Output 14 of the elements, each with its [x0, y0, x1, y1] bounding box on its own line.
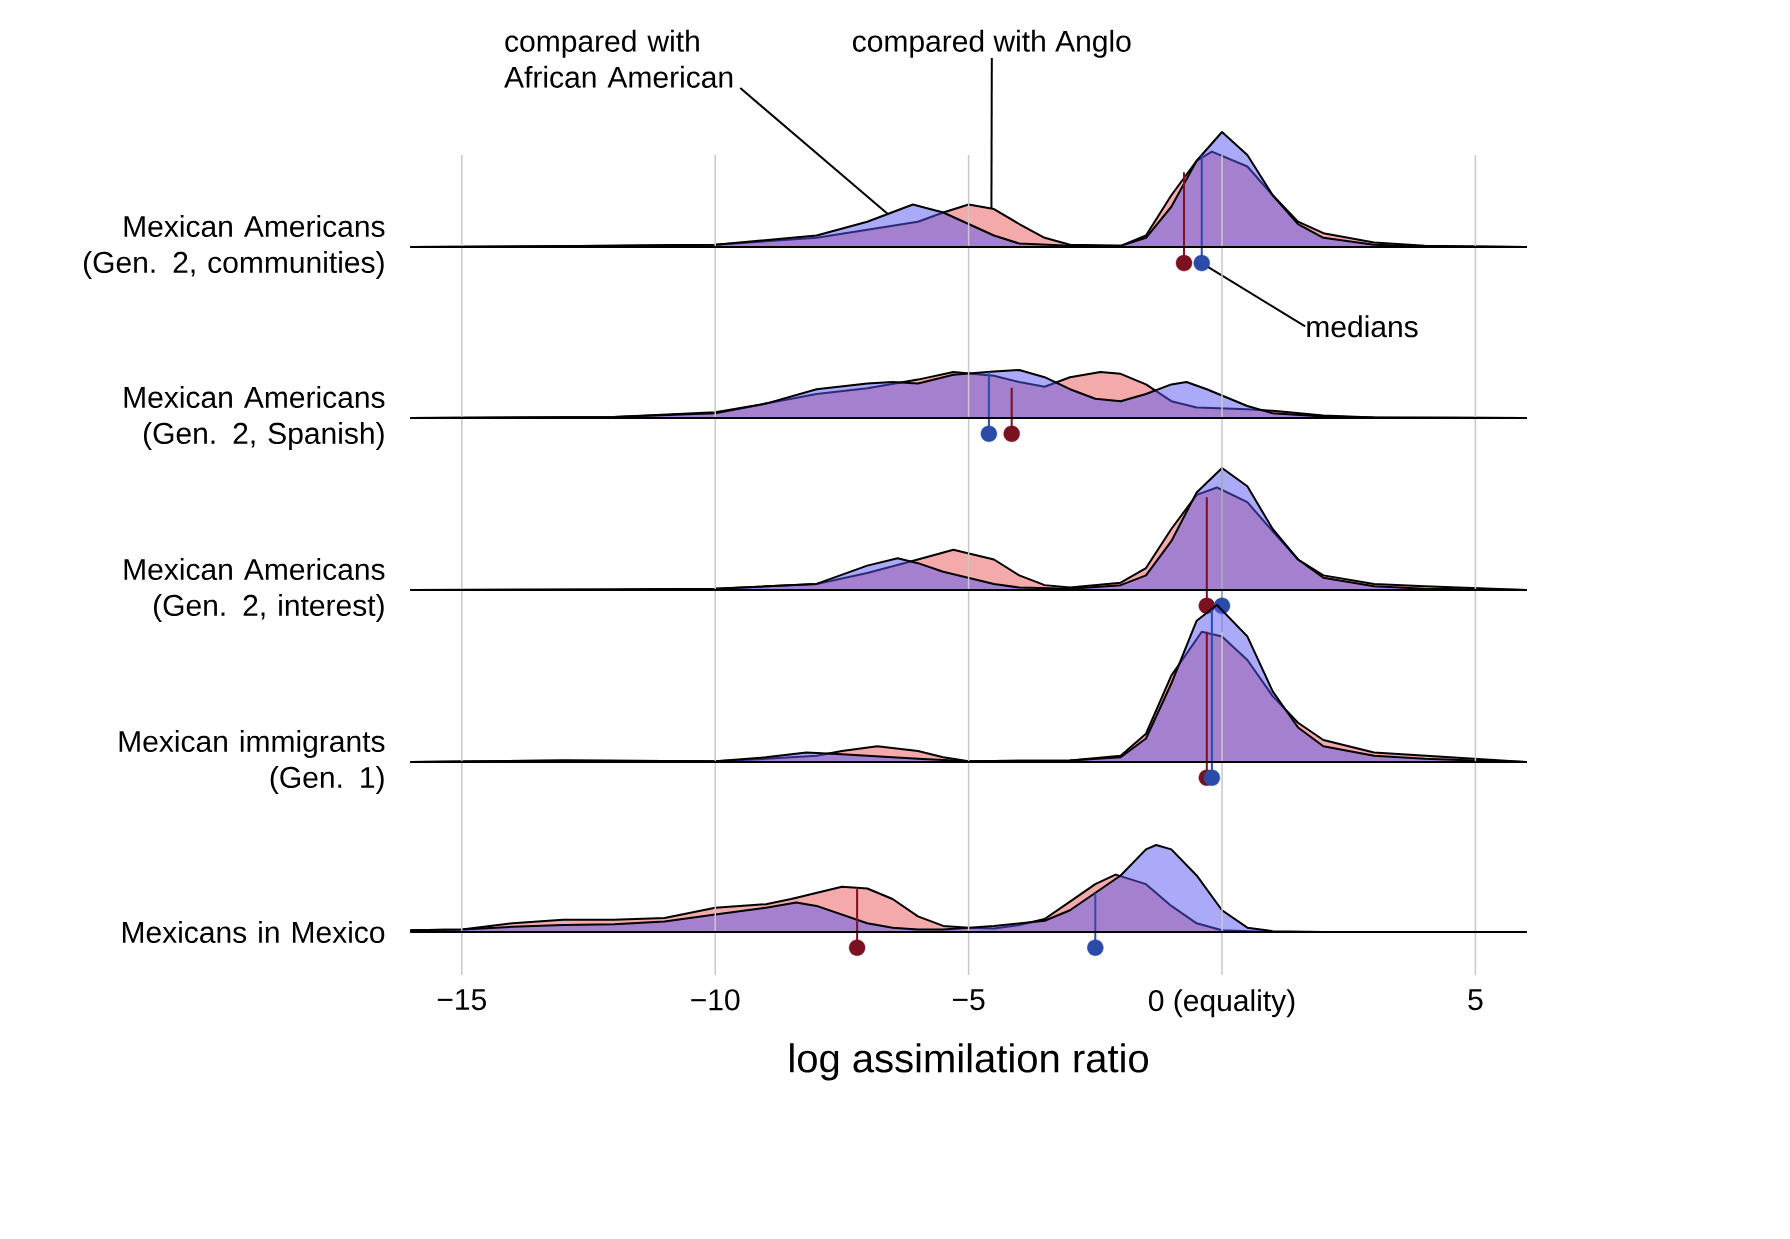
x-axis-title: log assimilation ratio: [790, 1043, 1149, 1081]
annotation: compared with Anglo: [853, 29, 1131, 58]
x-tick-label: −10: [691, 989, 740, 1011]
x-tick-label: 5: [1468, 989, 1483, 1011]
y-axis-title: Mexican immigrants (Gen. 1): [119, 730, 385, 794]
x-tick-label: −15: [437, 989, 486, 1011]
y-axis-title: Mexican Americans (Gen. 2, interest): [124, 558, 385, 622]
y-axis-title: Mexicans in Mexico: [122, 921, 385, 944]
y-axis-title: Mexican Americans (Gen. 2, Spanish): [124, 386, 385, 450]
y-axis-title: Mexican Americans (Gen. 2, communities): [84, 215, 385, 279]
annotation: compared with African American: [504, 29, 733, 88]
annotation: medians: [1307, 315, 1418, 338]
x-tick-label: −5: [952, 989, 985, 1011]
x-tick-label: 0 (equality): [1148, 989, 1295, 1018]
